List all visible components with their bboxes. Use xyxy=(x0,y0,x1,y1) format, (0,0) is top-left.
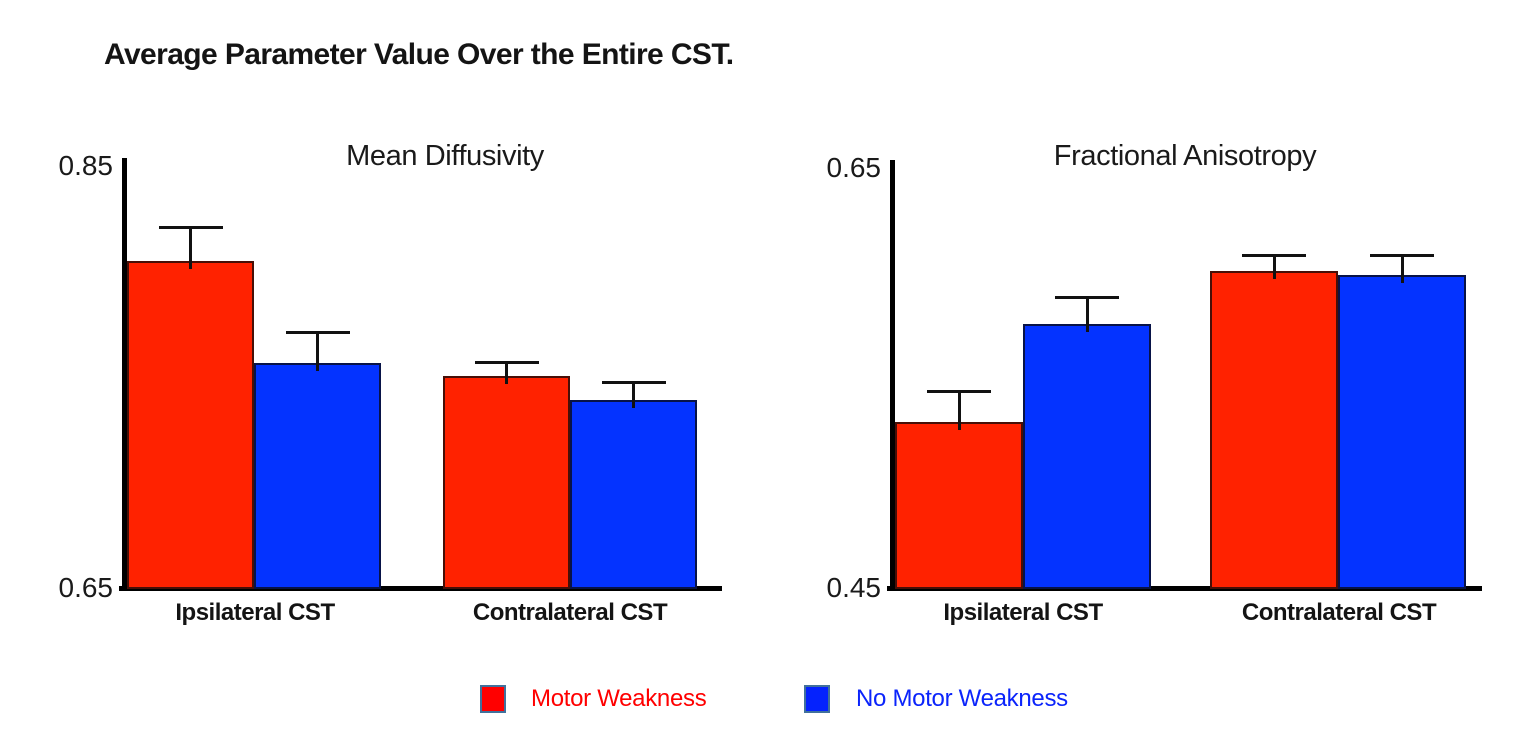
y-tick-top: 0.65 xyxy=(826,152,882,183)
category-label-contralateral: Contralateral CST xyxy=(472,599,668,626)
error-bar-cap xyxy=(285,331,350,334)
error-bar-cap xyxy=(601,381,666,384)
x-axis-line xyxy=(119,586,722,591)
category-label-contralateral: Contralateral CST xyxy=(1241,599,1437,626)
error-bar-stem xyxy=(1085,296,1089,332)
bar-motor-weakness-ipsilateral-cst xyxy=(895,422,1023,589)
bar-motor-weakness-contralateral-cst xyxy=(1210,271,1338,589)
error-bar-stem xyxy=(957,390,961,430)
error-bar-cap xyxy=(474,361,539,364)
error-bar-stem xyxy=(1400,254,1404,283)
legend-swatch-no-motor-weakness xyxy=(804,685,830,713)
y-axis-line xyxy=(122,158,127,591)
legend-label-no-motor-weakness: No Motor Weakness xyxy=(856,685,1068,712)
y-tick-bottom: 0.65 xyxy=(58,572,114,603)
error-bar-cap xyxy=(927,390,991,393)
chart-title: Fractional Anisotropy xyxy=(1053,140,1317,172)
error-bar-cap xyxy=(1242,254,1306,257)
bar-motor-weakness-contralateral-cst xyxy=(443,376,570,589)
error-bar-stem xyxy=(189,226,192,269)
error-bar-cap xyxy=(1370,254,1434,257)
category-label-ipsilateral: Ipsilateral CST xyxy=(175,599,335,626)
y-tick-top: 0.85 xyxy=(58,150,114,181)
error-bar-stem xyxy=(632,381,635,408)
figure-title: Average Parameter Value Over the Entire … xyxy=(104,38,734,71)
error-bar-cap xyxy=(1055,296,1119,299)
chart-title: Mean Diffusivity xyxy=(346,140,544,172)
bar-no-motor-weakness-ipsilateral-cst xyxy=(1023,324,1151,589)
category-label-ipsilateral: Ipsilateral CST xyxy=(943,599,1103,626)
legend-swatch-motor-weakness xyxy=(480,685,506,713)
error-bar-stem xyxy=(505,361,508,384)
y-axis-line xyxy=(890,160,895,591)
legend-label-motor-weakness: Motor Weakness xyxy=(531,685,707,712)
error-bar-cap xyxy=(158,226,223,229)
bar-no-motor-weakness-contralateral-cst xyxy=(1338,275,1466,589)
bar-no-motor-weakness-ipsilateral-cst xyxy=(254,363,381,589)
error-bar-stem xyxy=(1272,254,1276,279)
y-tick-bottom: 0.45 xyxy=(826,572,882,603)
x-axis-line xyxy=(887,586,1482,591)
bar-motor-weakness-ipsilateral-cst xyxy=(127,261,254,589)
bar-no-motor-weakness-contralateral-cst xyxy=(570,400,697,589)
error-bar-stem xyxy=(316,331,319,371)
